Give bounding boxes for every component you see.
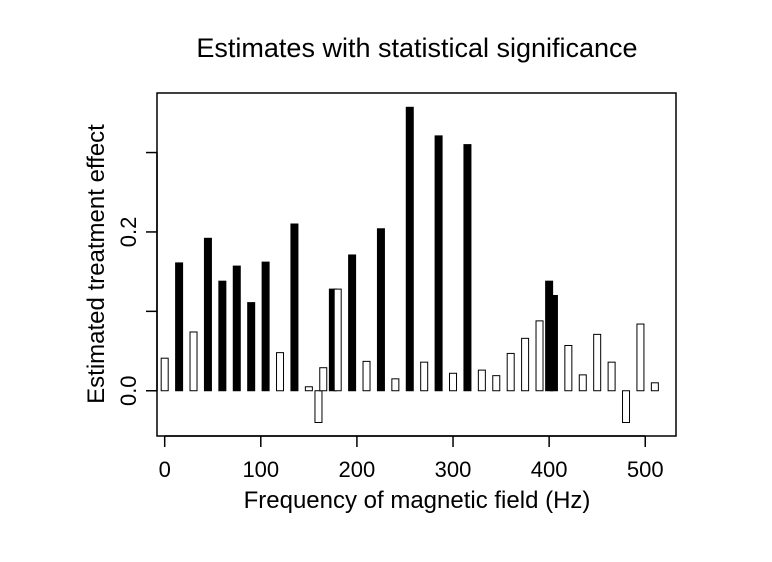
bar xyxy=(463,144,472,392)
bar xyxy=(333,288,342,392)
bar xyxy=(549,294,558,392)
bar xyxy=(506,352,515,392)
bar xyxy=(607,361,616,392)
y-axis: 0.0 0.2 xyxy=(116,151,158,406)
bar xyxy=(564,344,573,392)
bar xyxy=(578,374,587,392)
bar xyxy=(218,280,227,392)
bar xyxy=(261,261,270,392)
x-tick-label: 0 xyxy=(159,457,171,482)
bar xyxy=(232,265,241,392)
bar xyxy=(276,352,285,392)
bar xyxy=(304,386,313,392)
bar xyxy=(434,135,443,392)
bar xyxy=(492,375,501,392)
bars xyxy=(160,106,659,424)
y-tick-label: 0.0 xyxy=(116,375,141,406)
bar xyxy=(593,333,602,392)
x-axis-label: Frequency of magnetic field (Hz) xyxy=(244,487,591,514)
bar xyxy=(449,372,458,392)
bar xyxy=(175,262,184,392)
bar xyxy=(376,228,385,392)
bar xyxy=(636,323,645,392)
y-tick-label: 0.2 xyxy=(116,217,141,248)
bar xyxy=(477,369,486,392)
bar xyxy=(622,390,631,424)
bar xyxy=(247,302,256,392)
bar xyxy=(319,367,328,392)
bar xyxy=(203,237,212,392)
bar xyxy=(405,106,414,392)
x-axis: 0 100 200 300 400 500 xyxy=(159,435,664,482)
bar xyxy=(420,361,429,392)
bar xyxy=(521,337,530,392)
x-tick-label: 200 xyxy=(339,457,376,482)
x-tick-label: 300 xyxy=(435,457,472,482)
bar xyxy=(535,320,544,392)
chart-title: Estimates with statistical significance xyxy=(196,33,637,63)
x-tick-label: 100 xyxy=(242,457,279,482)
bar xyxy=(650,382,659,392)
bar xyxy=(160,357,169,392)
bar xyxy=(391,378,400,392)
y-axis-label: Estimated treatment effect xyxy=(83,124,110,404)
bar xyxy=(362,360,371,392)
x-tick-label: 500 xyxy=(627,457,664,482)
bar xyxy=(348,254,357,392)
bar xyxy=(290,223,299,392)
bar xyxy=(189,331,198,392)
x-tick-label: 400 xyxy=(531,457,568,482)
bar xyxy=(314,390,323,424)
